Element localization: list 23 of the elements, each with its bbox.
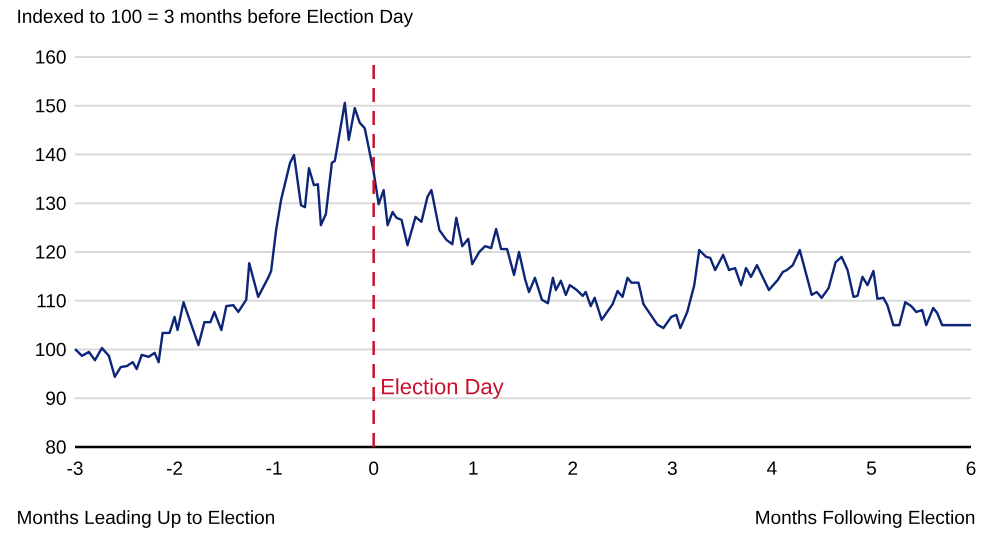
x-tick-label: 1 <box>469 462 478 475</box>
y-tick-label: 130 <box>36 196 66 210</box>
x-tick-label: 3 <box>668 462 677 475</box>
x-tick-label: 6 <box>966 462 976 475</box>
x-tick-label: 0 <box>369 462 378 475</box>
y-tick-label: 90 <box>46 392 66 405</box>
x-tick-label: -1 <box>266 462 282 475</box>
text: Months Following Election <box>756 510 974 528</box>
y-tick-label: 100 <box>36 342 66 356</box>
y-tick-label: 80 <box>46 440 66 454</box>
y-tick-label: 160 <box>36 50 66 64</box>
x-axis-title: Months Leading Up to Election <box>18 510 274 528</box>
x-tick-label: 4 <box>767 462 777 475</box>
x-tick-label: -2 <box>166 462 182 475</box>
y-tick-label: 150 <box>36 99 66 112</box>
y-tick-label: 120 <box>36 245 66 259</box>
ref-line-label: Election Day <box>382 378 504 399</box>
x-tick-label: 5 <box>866 462 876 475</box>
y-tick-label: 110 <box>38 294 66 308</box>
x-tick-label: 2 <box>568 462 578 475</box>
y-tick-label: 140 <box>36 148 66 162</box>
x-tick-label: -3 <box>67 462 83 475</box>
y-axis-title: Indexed to 100 = 3 months before Election Day <box>18 9 414 27</box>
